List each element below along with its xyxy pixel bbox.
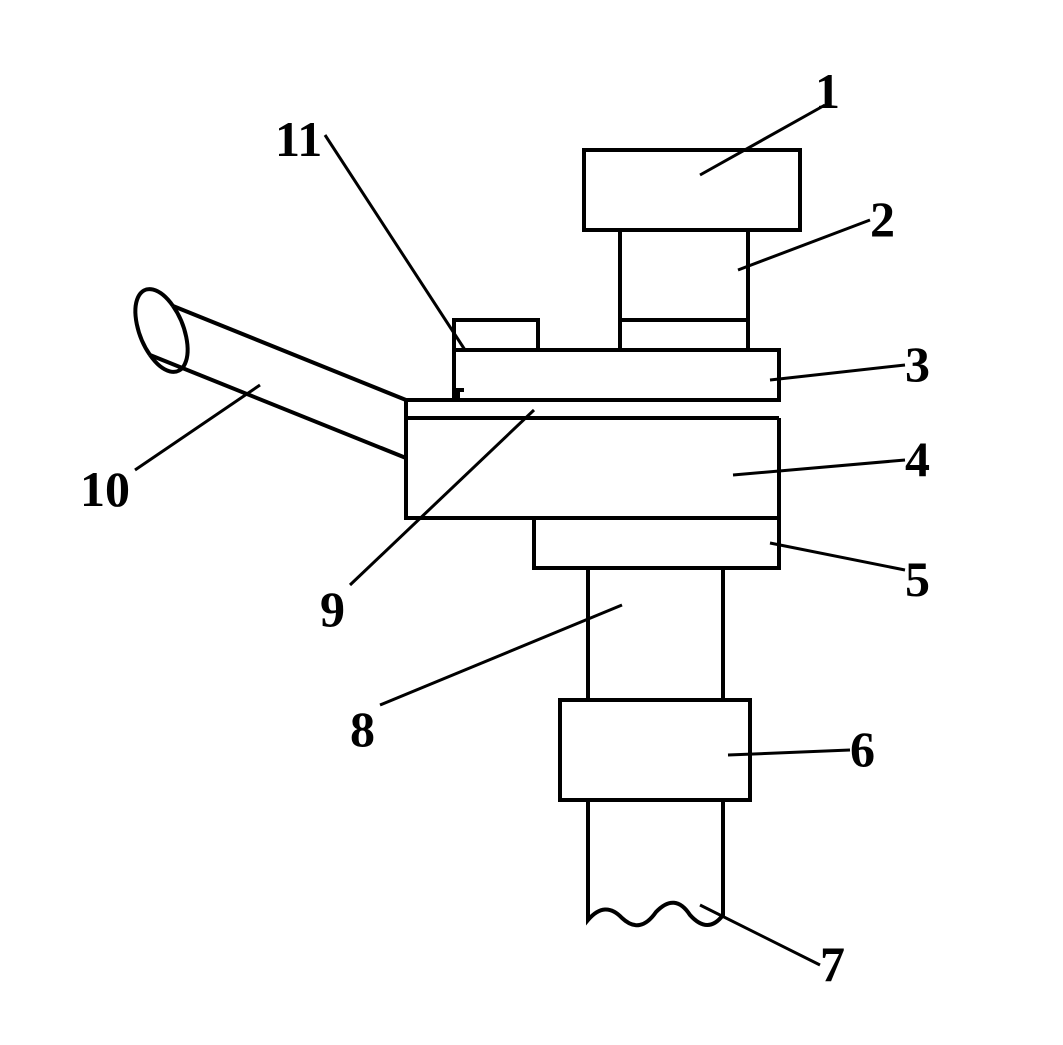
part-6-rect bbox=[560, 700, 750, 800]
part-2-3-gap bbox=[620, 320, 748, 350]
label-11: 11 bbox=[275, 110, 322, 168]
part-10-tube bbox=[135, 289, 406, 458]
label-2: 2 bbox=[870, 190, 895, 248]
part-2-rect bbox=[620, 230, 748, 320]
leader-lines bbox=[135, 105, 905, 965]
leader-7 bbox=[700, 905, 820, 965]
leader-8 bbox=[380, 605, 622, 705]
label-4: 4 bbox=[905, 430, 930, 488]
leader-1 bbox=[700, 105, 825, 175]
leader-11 bbox=[325, 135, 465, 350]
label-10: 10 bbox=[80, 460, 130, 518]
part-11-clip bbox=[454, 320, 538, 398]
parts-group bbox=[135, 150, 800, 925]
leader-3 bbox=[770, 365, 905, 380]
diagram-svg bbox=[0, 0, 1063, 1045]
label-7: 7 bbox=[820, 935, 845, 993]
part-1-rect bbox=[584, 150, 800, 230]
part-5-rect bbox=[534, 518, 779, 568]
label-6: 6 bbox=[850, 720, 875, 778]
label-8: 8 bbox=[350, 700, 375, 758]
label-3: 3 bbox=[905, 335, 930, 393]
label-9: 9 bbox=[320, 580, 345, 638]
part-4-rect bbox=[406, 418, 779, 518]
part-8-rect bbox=[588, 568, 723, 700]
leader-10 bbox=[135, 385, 260, 470]
leader-2 bbox=[738, 220, 870, 270]
leader-5 bbox=[770, 543, 905, 570]
leader-4 bbox=[733, 460, 905, 475]
part-3-rect bbox=[534, 350, 779, 400]
leader-6 bbox=[728, 750, 850, 755]
label-5: 5 bbox=[905, 550, 930, 608]
label-1: 1 bbox=[815, 62, 840, 120]
leader-9 bbox=[350, 410, 534, 585]
